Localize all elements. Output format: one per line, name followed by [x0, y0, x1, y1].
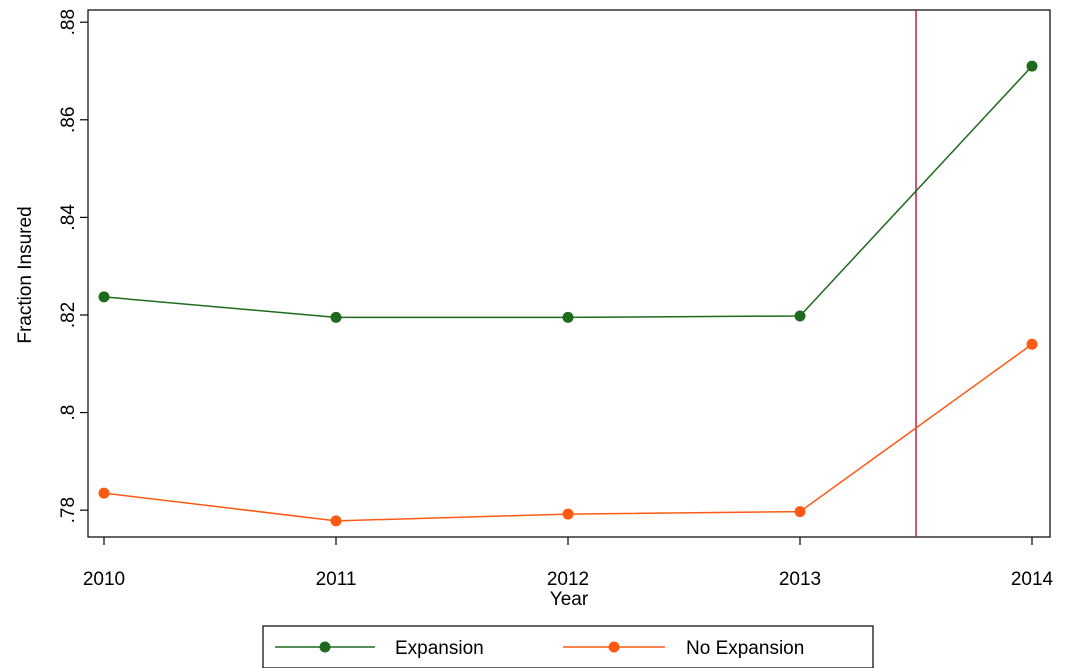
legend-label: Expansion	[395, 638, 484, 659]
series-group	[98, 60, 1038, 527]
y-axis-label: Fraction Insured	[15, 206, 36, 343]
legend-swatch-marker	[608, 641, 620, 653]
x-axis: 2010 2011 2012 2013 2014	[83, 537, 1054, 590]
x-tick-label: 2010	[83, 569, 125, 590]
data-point	[98, 291, 110, 303]
y-tick-label: .86	[58, 107, 79, 133]
data-point	[330, 515, 342, 527]
legend: Expansion No Expansion	[262, 625, 874, 668]
x-tick-label: 2011	[316, 569, 357, 590]
x-tick-label: 2014	[1011, 569, 1054, 590]
data-point	[562, 508, 574, 520]
data-point	[98, 487, 110, 499]
y-axis: .78 .8 .82 .84 .86 .88	[58, 9, 88, 523]
plot-frame	[87, 9, 1051, 538]
data-point	[1026, 338, 1038, 350]
legend-label: No Expansion	[686, 638, 804, 659]
x-axis-label: Year	[550, 589, 589, 610]
y-tick-label: .82	[58, 302, 79, 328]
data-point	[330, 311, 342, 323]
x-tick-label: 2013	[779, 569, 821, 590]
x-tick-label: 2012	[547, 569, 589, 590]
data-point	[794, 506, 806, 518]
y-tick-label: .78	[58, 497, 79, 523]
series-line	[103, 65, 1033, 319]
legend-swatch-marker	[319, 641, 331, 653]
y-tick-label: .88	[58, 9, 79, 35]
data-point	[1026, 60, 1038, 72]
y-tick-label: .8	[58, 405, 79, 421]
data-point	[794, 310, 806, 322]
data-point	[562, 311, 574, 323]
y-tick-label: .84	[58, 204, 79, 231]
series-line	[103, 343, 1033, 522]
